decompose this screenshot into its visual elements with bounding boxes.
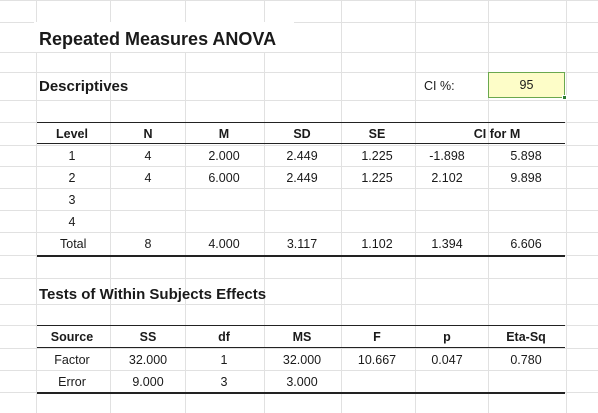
descriptives-total-cell: 6.606 (510, 237, 542, 251)
cell-fill-handle[interactable] (562, 95, 567, 100)
descriptives-total-cell: 3.117 (286, 237, 318, 251)
tests-cell: 10.667 (357, 353, 397, 367)
tests-cell: 3.000 (286, 375, 318, 389)
descriptives-total-cell: 4.000 (208, 237, 240, 251)
ci-percent-label: CI %: (424, 79, 455, 93)
descriptives-cell: 1 (68, 149, 76, 163)
descriptives-total-cell: 8 (144, 237, 152, 251)
descriptives-cell: 2.449 (286, 149, 318, 163)
descriptives-top-rule (37, 122, 565, 123)
descriptives-cell: 1.225 (361, 149, 393, 163)
descriptives-cell: 1.225 (361, 171, 393, 185)
tests-header-df: df (218, 330, 230, 344)
descriptives-total-cell: 1.102 (361, 237, 393, 251)
tests-header-ss: SS (139, 330, 157, 344)
tests-cell: 32.000 (282, 353, 322, 367)
ci-percent-input[interactable]: 95 (488, 72, 565, 98)
page-title: Repeated Measures ANOVA (39, 29, 277, 49)
tests-cell: 0.780 (510, 353, 542, 367)
descriptives-cell: 4 (144, 149, 152, 163)
tests-cell: 0.047 (431, 353, 463, 367)
descriptives-total-cell: 1.394 (431, 237, 463, 251)
tests-cell: 3 (220, 375, 228, 389)
descriptives-cell: 4 (68, 215, 76, 229)
descriptives-header-level: Level (56, 127, 88, 141)
descriptives-cell: 2.102 (431, 171, 463, 185)
tests-header-ms: MS (292, 330, 312, 344)
tests-top-rule (37, 325, 565, 326)
descriptives-cell: 6.000 (208, 171, 240, 185)
descriptives-header-sd: SD (293, 127, 311, 141)
descriptives-cell: 2 (68, 171, 76, 185)
tests-cell: Error (58, 375, 86, 389)
descriptives-cell: 3 (68, 193, 76, 207)
title-area (34, 22, 294, 52)
descriptives-cell: 2.000 (208, 149, 240, 163)
tests-header-rule (37, 347, 565, 348)
tests-header-eta-sq: Eta-Sq (506, 330, 546, 344)
descriptives-header-ci-for-m: CI for M (473, 127, 521, 141)
tests-header-source: Source (50, 330, 94, 344)
tests-cell: Factor (54, 353, 90, 367)
tests-heading: Tests of Within Subjects Effects (39, 286, 267, 303)
descriptives-cell: -1.898 (429, 149, 465, 163)
descriptives-header-se: SE (368, 127, 386, 141)
descriptives-heading: Descriptives (39, 78, 129, 95)
descriptives-total-cell: Total (60, 237, 87, 251)
descriptives-cell: 4 (144, 171, 152, 185)
descriptives-cell: 2.449 (286, 171, 318, 185)
descriptives-header-n: N (143, 127, 153, 141)
tests-cell: 9.000 (132, 375, 164, 389)
tests-cell: 32.000 (128, 353, 168, 367)
descriptives-cell: 9.898 (510, 171, 542, 185)
descriptives-cell: 5.898 (510, 149, 542, 163)
descriptives-bottom-rule (37, 255, 565, 257)
tests-header-f: F (373, 330, 381, 344)
tests-header-p: p (443, 330, 451, 344)
descriptives-header-rule (37, 143, 565, 144)
tests-bottom-rule (37, 392, 565, 394)
tests-cell: 1 (220, 353, 228, 367)
descriptives-header-m: M (218, 127, 230, 141)
